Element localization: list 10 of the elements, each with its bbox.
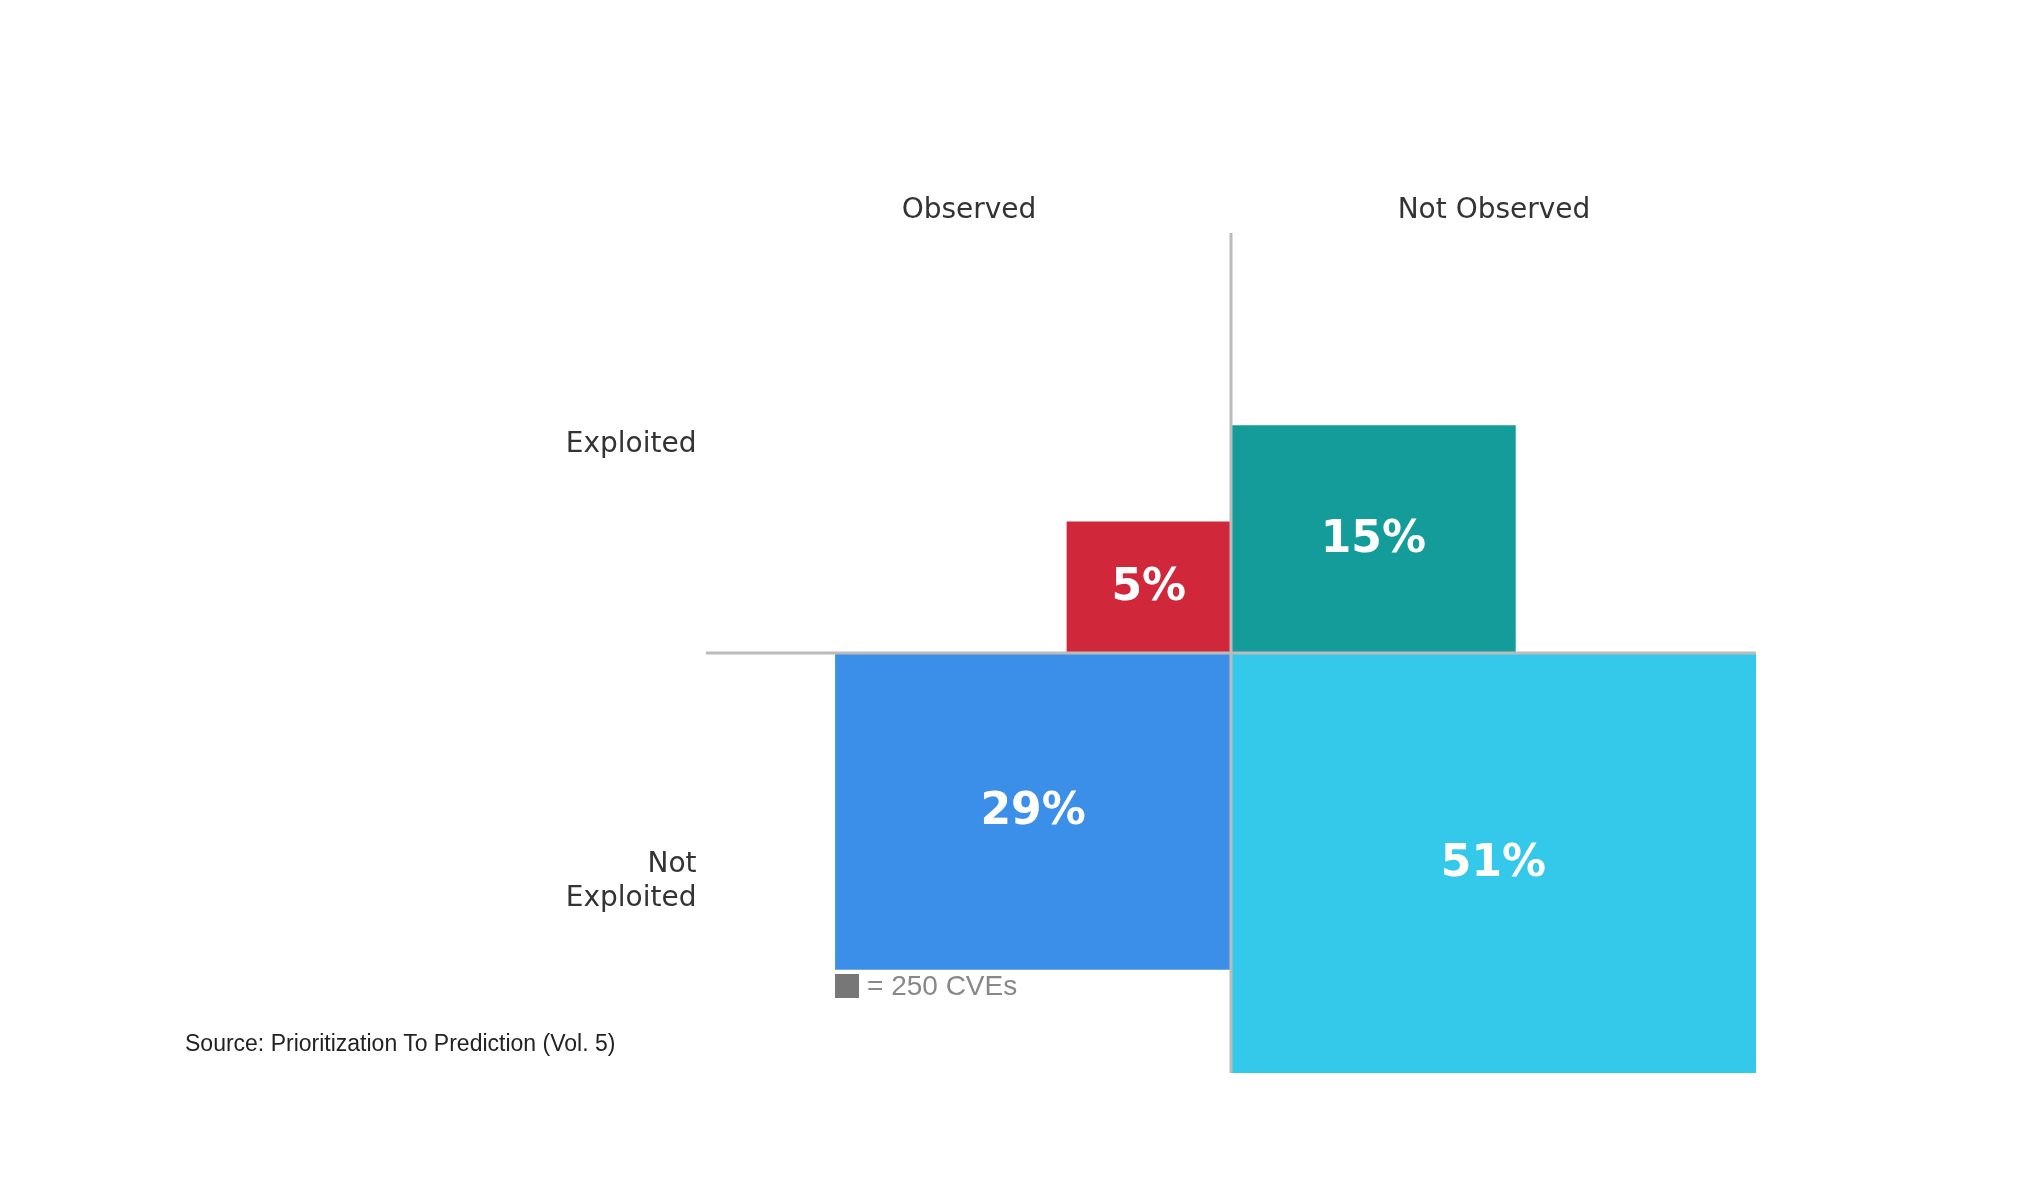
annotation: = 250 CVEs [867,970,1018,1002]
x-tick-label: Observed [901,191,1037,225]
data-label: 15% [1320,511,1427,563]
data-label: 51% [1440,835,1547,886]
y-tick-label: Exploited [565,425,697,459]
y-tick-label: Not Exploited [565,845,697,913]
source-note: Source: Prioritization To Prediction (Vol. 5) [185,1030,616,1057]
x-tick-label: Not Observed [1397,191,1591,225]
data-label: 29% [980,783,1086,835]
data-label: 5% [1111,559,1187,611]
